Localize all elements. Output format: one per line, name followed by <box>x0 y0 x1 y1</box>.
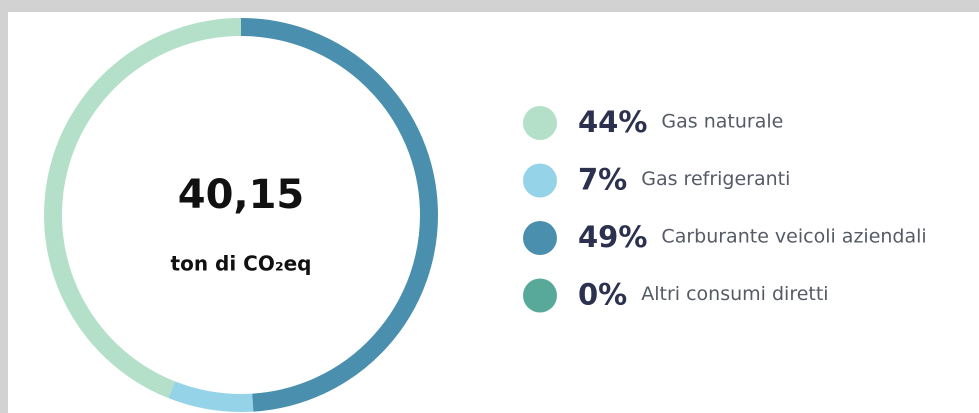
legend-percent: 44% <box>578 105 647 139</box>
legend-swatch <box>523 106 557 140</box>
legend-swatch <box>523 221 557 255</box>
center-value: 40,15 <box>178 172 305 218</box>
legend-swatch <box>523 163 557 198</box>
legend-label: Altri consumi diretti <box>641 283 828 305</box>
center-label: ton di CO₂eq <box>171 252 312 276</box>
panel <box>8 12 979 413</box>
donut-segment <box>240 18 438 412</box>
legend-swatch <box>523 278 557 313</box>
legend-label: Gas naturale <box>661 111 783 133</box>
donut-segment <box>44 18 242 399</box>
legend-percent: 49% <box>578 220 647 254</box>
legend-percent: 0% <box>578 278 627 312</box>
donut-segment <box>168 381 254 412</box>
legend-label: Carburante veicoli aziendali <box>661 226 926 248</box>
legend-label: Gas refrigeranti <box>641 168 790 190</box>
legend-percent: 7% <box>578 163 627 197</box>
